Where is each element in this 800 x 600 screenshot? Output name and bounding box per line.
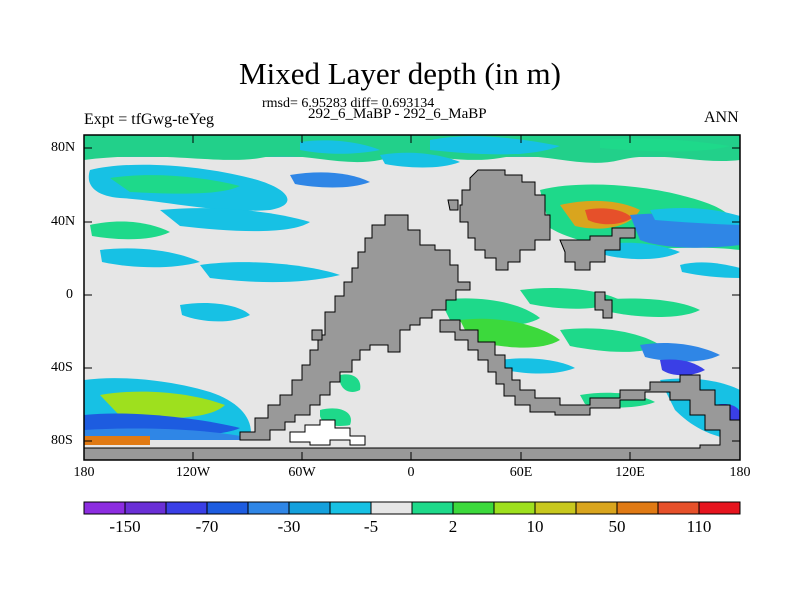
map-title: Mixed Layer depth (in m) — [239, 56, 561, 91]
lat-label-40s: 40S — [51, 360, 73, 375]
lat-label-0: 0 — [66, 287, 73, 302]
season-label: ANN — [704, 109, 739, 126]
lon-label-0: 0 — [407, 465, 415, 480]
colorbar-swatch — [411, 501, 454, 515]
lat-label-40n: 40N — [51, 214, 76, 229]
lon-label-60e: 60E — [509, 465, 533, 480]
supercontinent-east — [559, 227, 636, 271]
colorbar-swatch — [534, 501, 577, 515]
island-northwest — [447, 199, 459, 211]
colorbar-swatch — [165, 501, 208, 515]
lat-label-80s: 80S — [51, 433, 73, 448]
supercontinent-north — [459, 169, 551, 271]
landmass-southeast — [84, 319, 740, 460]
colorbar-swatch — [247, 501, 290, 515]
arctic-anomaly-band — [84, 135, 740, 163]
colorbar-swatch — [493, 501, 536, 515]
colorbar-swatch — [575, 501, 618, 515]
experiment-label: Expt = tfGwg-teYeg — [84, 111, 215, 128]
lon-label-180e: 180 — [729, 465, 751, 480]
axis-ticks — [84, 135, 740, 460]
supercontinent-west — [239, 214, 471, 441]
colorbar-swatch — [616, 501, 659, 515]
lon-label-60w: 60W — [288, 465, 316, 480]
colorbar-swatch — [657, 501, 700, 515]
colorbar-swatch — [124, 501, 167, 515]
colorbar-swatch — [698, 501, 741, 515]
colorbar-label: 50 — [608, 517, 626, 536]
island-south — [289, 419, 366, 446]
colorbar-label: -30 — [277, 517, 301, 536]
colorbar-swatch — [370, 501, 413, 515]
lon-label-120w: 120W — [175, 465, 211, 480]
tropical-anomaly — [440, 288, 720, 376]
island-mid — [594, 291, 613, 319]
colorbar-swatch — [329, 501, 372, 515]
map-frame — [83, 134, 741, 461]
stats-line: rmsd= 6.95283 diff= 0.693134 — [262, 96, 435, 111]
colorbar-swatch — [452, 501, 495, 515]
colorbar-label: 2 — [448, 517, 458, 536]
colorbar-swatch — [83, 501, 126, 515]
map-subtitle: 292_6_MaBP - 292_6_MaBP — [308, 106, 487, 122]
lon-label-180w: 180 — [73, 465, 95, 480]
colorbar-label: 10 — [526, 517, 544, 536]
colorbar-label: 110 — [686, 517, 712, 536]
colorbar-label: -70 — [195, 517, 219, 536]
north-atlantic-anomaly — [540, 184, 740, 278]
land-masses — [84, 169, 740, 460]
colorbar-label: -5 — [363, 517, 379, 536]
colorbar-swatch — [288, 501, 331, 515]
island-west-small — [311, 329, 323, 341]
colorbar-swatch — [206, 501, 249, 515]
lon-label-120e: 120E — [615, 465, 645, 480]
north-pacific-patches — [88, 152, 460, 322]
lat-label-80n: 80N — [51, 140, 76, 155]
colorbar-label: -150 — [109, 517, 141, 536]
